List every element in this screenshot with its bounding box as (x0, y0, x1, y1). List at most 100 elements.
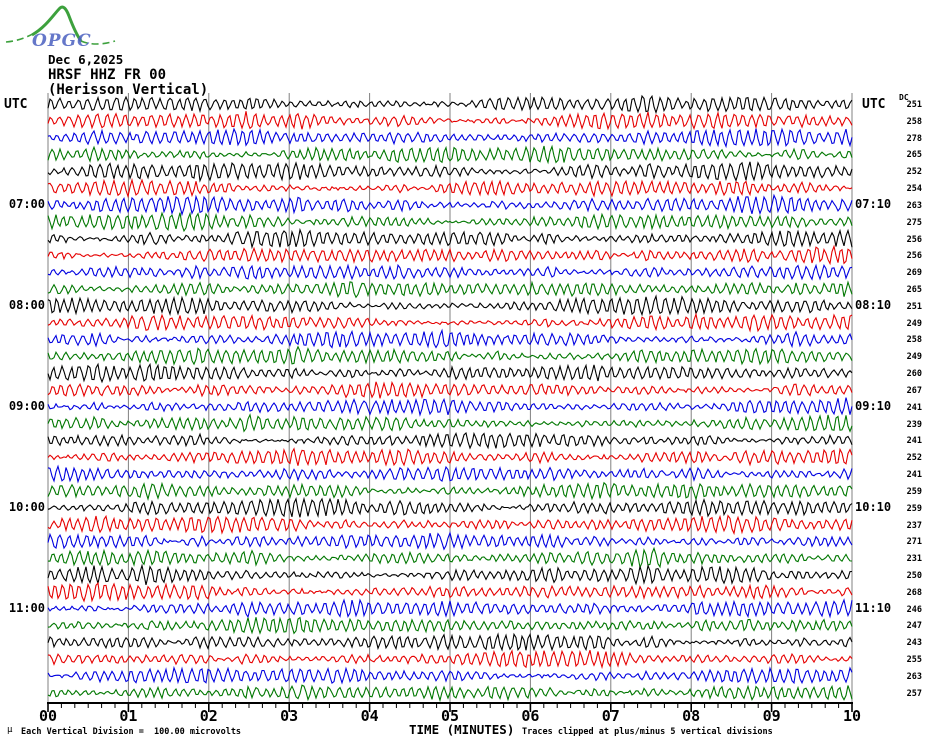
utc-header-right: UTC (862, 97, 886, 112)
x-tick-label: 01 (119, 707, 138, 725)
x-tick-label: 10 (842, 707, 862, 725)
left-time-label: 07:00 (8, 196, 45, 211)
dc-column-header: DC (899, 93, 909, 102)
clip-note: Traces clipped at plus/minus 5 vertical … (522, 727, 773, 737)
dc-offset-value: 269 (906, 268, 922, 279)
seismo-trace-row (47, 280, 853, 299)
x-tick-label: 06 (521, 707, 540, 725)
dc-offset-value: 255 (906, 655, 922, 666)
dc-offset-value: 263 (906, 671, 922, 682)
x-axis-title: TIME (MINUTES) (409, 722, 515, 737)
seismo-trace-row (47, 244, 853, 266)
seismo-trace-row (47, 481, 853, 502)
dc-offset-value: 239 (906, 419, 922, 430)
dc-offset-value: 271 (906, 537, 922, 548)
seismo-trace-row (47, 464, 853, 484)
dc-offset-value: 250 (906, 570, 922, 581)
seismo-trace-row (47, 94, 853, 115)
seismo-trace-row (47, 431, 853, 450)
dc-offset-value: 257 (906, 688, 922, 699)
seismo-trace-row (47, 581, 853, 603)
dc-offset-value: 265 (906, 150, 922, 161)
dc-offset-value: 252 (906, 167, 922, 178)
logo-curve-right-dash (80, 40, 116, 45)
x-tick-label: 05 (440, 707, 460, 725)
left-time-label: 11:00 (8, 600, 45, 615)
dc-offset-value: 247 (906, 621, 922, 632)
seismo-trace-row (47, 144, 853, 165)
seismo-trace-row (47, 413, 853, 433)
dc-offset-value: 241 (906, 436, 922, 447)
seismo-trace-row (47, 362, 853, 384)
dc-offset-value: 278 (906, 133, 922, 144)
dc-offset-value: 256 (906, 234, 922, 245)
seismo-trace-row (47, 294, 853, 317)
dc-offset-value: 252 (906, 453, 922, 464)
logo-curve-left-dash (5, 30, 39, 43)
dc-offset-value: 249 (906, 318, 922, 329)
x-tick-label: 08 (682, 707, 701, 725)
opgc-logo-graphic: OPGC (5, 5, 116, 51)
utc-header-left: UTC (4, 97, 28, 112)
micro-symbol: µ (7, 725, 13, 735)
opgc-logo: OPGC (2, 2, 122, 56)
dc-offset-value: 254 (906, 184, 922, 195)
right-time-label: 09:10 (855, 398, 892, 413)
x-tick-label: 07 (601, 707, 620, 725)
seismo-trace-row (47, 531, 853, 551)
dc-offset-value: 267 (906, 385, 922, 396)
seismo-trace-row (47, 380, 853, 400)
left-time-label: 10:00 (8, 499, 45, 514)
seismo-trace-row (47, 616, 853, 635)
seismo-trace-row (47, 211, 853, 233)
right-time-label: 11:10 (855, 600, 892, 615)
dc-offset-value: 241 (906, 470, 922, 481)
logo-text: OPGC (32, 31, 92, 51)
dc-offset-value: 275 (906, 217, 922, 228)
x-tick-label: 03 (280, 707, 299, 725)
seismo-trace-row (47, 665, 853, 685)
dc-offset-value: 265 (906, 285, 922, 296)
dc-offset-value: 256 (906, 251, 922, 262)
seismo-trace-row (47, 227, 853, 250)
dc-offset-value: 260 (906, 369, 922, 380)
x-tick-label: 09 (762, 707, 781, 725)
dc-offset-value: 241 (906, 402, 922, 413)
dc-offset-value: 251 (906, 301, 922, 312)
header-subtitle: (Herisson Vertical) (48, 82, 209, 98)
left-time-label: 08:00 (8, 297, 45, 312)
x-tick-label: 02 (199, 707, 218, 725)
seismo-trace-row (47, 345, 853, 366)
seismo-trace-row (47, 514, 853, 536)
seismo-trace-row (47, 312, 853, 333)
seismo-trace-row (47, 632, 853, 652)
seismo-trace-row (47, 263, 853, 281)
seismo-trace-row (47, 127, 853, 149)
dc-offset-value: 246 (906, 604, 922, 615)
dc-offset-value: 259 (906, 486, 922, 497)
x-tick-label: 04 (360, 707, 379, 725)
dc-offset-value: 258 (906, 335, 922, 346)
dc-offset-value: 263 (906, 200, 922, 211)
dc-offset-value: 237 (906, 520, 922, 531)
seismo-trace-row (47, 563, 853, 586)
dc-offset-value: 231 (906, 554, 922, 565)
dc-offset-value: 258 (906, 116, 922, 127)
dc-offset-value: 243 (906, 638, 922, 649)
right-time-label: 10:10 (855, 499, 892, 514)
logo-curve-peak (31, 5, 83, 42)
seismo-trace-row (47, 161, 853, 183)
seismo-trace-row (47, 684, 853, 703)
seismo-trace-row (47, 496, 853, 518)
dc-offset-value: 259 (906, 503, 922, 514)
left-time-label: 09:00 (8, 398, 45, 413)
dc-offset-value: 251 (906, 100, 922, 110)
seismo-trace-row (47, 110, 853, 131)
seismo-trace-row (47, 193, 853, 217)
seismo-trace-row (47, 177, 853, 199)
seismo-trace-row (47, 328, 853, 349)
dc-offset-value: 268 (906, 587, 922, 598)
dc-offset-value: 249 (906, 352, 922, 363)
